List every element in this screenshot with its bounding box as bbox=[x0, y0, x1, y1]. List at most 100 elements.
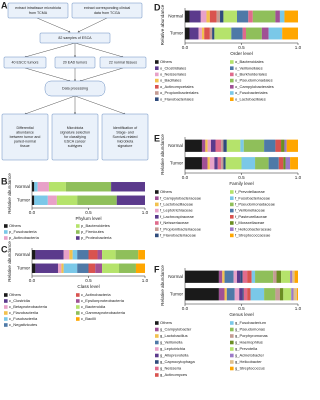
legend-swatch bbox=[230, 72, 234, 77]
bar-segment bbox=[264, 139, 276, 152]
bar-segment bbox=[285, 157, 291, 170]
legend-label: o_Campylobacterales bbox=[235, 84, 274, 89]
bar-segment bbox=[264, 288, 276, 301]
legend-swatch bbox=[4, 230, 8, 234]
legend-label: c_Bacilli bbox=[81, 316, 96, 321]
legend-label: Others bbox=[160, 59, 172, 64]
flow-text: signature bbox=[118, 144, 133, 148]
bar-segment bbox=[226, 288, 235, 301]
bar-segment bbox=[215, 139, 222, 152]
flow-text: tissue bbox=[20, 144, 29, 148]
bar-segment bbox=[242, 27, 247, 40]
legend-label: o_Neisseriales bbox=[160, 71, 186, 76]
flow-text: 20 EAD tumors bbox=[63, 60, 88, 64]
legend-label: g_Prevotella bbox=[235, 346, 258, 351]
bar-segment bbox=[242, 288, 244, 301]
bar-segment bbox=[32, 250, 36, 260]
x-tick-label: 1.0 bbox=[295, 175, 302, 180]
bar-segment bbox=[240, 270, 243, 283]
flow-text: paired-normal bbox=[14, 140, 36, 144]
legend-swatch bbox=[230, 366, 234, 371]
legend-swatch bbox=[230, 327, 234, 332]
bar-segment bbox=[56, 195, 78, 205]
legend-label: f_Streptococcaceae bbox=[235, 232, 271, 237]
bar-segment bbox=[236, 10, 249, 23]
legend-label: c_Flavobacteriia bbox=[9, 310, 39, 315]
legend-label: f_Pseudomonadaceae bbox=[235, 201, 276, 206]
legend-label: f_Flavobacteriaceae bbox=[160, 232, 197, 237]
bar-segment bbox=[293, 288, 297, 301]
legend-label: f_Leptotrichiaceae bbox=[160, 208, 193, 213]
bar-segment bbox=[212, 27, 215, 40]
legend-swatch bbox=[155, 321, 159, 325]
legend-label: o_Fusobacteriales bbox=[235, 90, 268, 95]
bar-segment bbox=[281, 270, 291, 283]
legend-label: p_Actinobacteria bbox=[9, 235, 40, 240]
bar-segment bbox=[88, 263, 96, 273]
bar-segment bbox=[283, 288, 292, 301]
bar-segment bbox=[138, 250, 145, 260]
bar-segment bbox=[296, 288, 298, 301]
legend-swatch bbox=[76, 305, 80, 309]
bar-segment bbox=[294, 270, 298, 283]
x-tick-label: 0.5 bbox=[85, 210, 92, 215]
legend-label: g_Alloprevotella bbox=[160, 353, 189, 358]
legend-swatch bbox=[230, 221, 234, 225]
flow-box bbox=[39, 32, 111, 44]
legend-label: g_Acinetobacter bbox=[235, 353, 265, 358]
bar-segment bbox=[286, 139, 298, 152]
panel-label: C bbox=[1, 244, 8, 254]
bar-segment bbox=[282, 27, 298, 40]
legend-label: Others bbox=[160, 189, 172, 194]
panel-label: F bbox=[154, 264, 160, 274]
bar-segment bbox=[241, 157, 256, 170]
y-tick-label: Tumor bbox=[170, 160, 184, 165]
flow-arrows bbox=[24, 17, 126, 115]
legend-swatch bbox=[4, 305, 8, 309]
flow-text: 22 normal tissues bbox=[109, 60, 137, 64]
y-axis-label: Relative abundance bbox=[160, 265, 165, 306]
bar-segment bbox=[47, 195, 57, 205]
legend-swatch bbox=[155, 347, 159, 351]
legend-swatch bbox=[155, 196, 159, 200]
bar-segment bbox=[216, 10, 221, 23]
legend-swatch bbox=[230, 353, 234, 358]
bar-segment bbox=[185, 27, 190, 40]
legend-label: c_Bacteroidia bbox=[81, 304, 106, 309]
flow-box bbox=[99, 56, 147, 69]
bar-segment bbox=[72, 250, 78, 260]
bar-segment bbox=[275, 139, 282, 152]
bar-segment bbox=[207, 157, 210, 170]
legend-label: g_Haemophilus bbox=[235, 340, 263, 345]
bar-segment bbox=[221, 157, 224, 170]
flow-text: between tumor and bbox=[10, 135, 41, 139]
legend-label: f_Pasteurellaceae bbox=[235, 214, 268, 219]
legend-swatch bbox=[155, 227, 159, 231]
legend-swatch bbox=[230, 202, 234, 207]
bar-segment bbox=[290, 270, 293, 283]
legend-swatch bbox=[230, 347, 234, 351]
flow-text: Differential bbox=[16, 126, 33, 130]
flow-text: Survival-related bbox=[113, 135, 138, 139]
bar-segment bbox=[69, 250, 73, 260]
legend-swatch bbox=[155, 91, 159, 95]
legend-swatch bbox=[76, 317, 80, 321]
bar-segment bbox=[243, 288, 248, 301]
legend-swatch bbox=[230, 321, 234, 325]
y-axis-label: Relative abundance bbox=[160, 134, 165, 175]
bar-segment bbox=[275, 10, 280, 23]
legend-swatch bbox=[230, 196, 234, 200]
bar-segment bbox=[268, 157, 279, 170]
legend-swatch bbox=[155, 340, 159, 345]
legend-label: g_Veillonella bbox=[160, 340, 183, 345]
bar-segment bbox=[32, 263, 36, 273]
legend-swatch bbox=[155, 353, 159, 358]
x-tick-label: 0.0 bbox=[182, 45, 189, 50]
bar-segment bbox=[225, 157, 242, 170]
bar-segment bbox=[97, 250, 103, 260]
legend-swatch bbox=[4, 323, 8, 327]
legend-swatch bbox=[155, 360, 159, 364]
bar-segment bbox=[221, 139, 224, 152]
